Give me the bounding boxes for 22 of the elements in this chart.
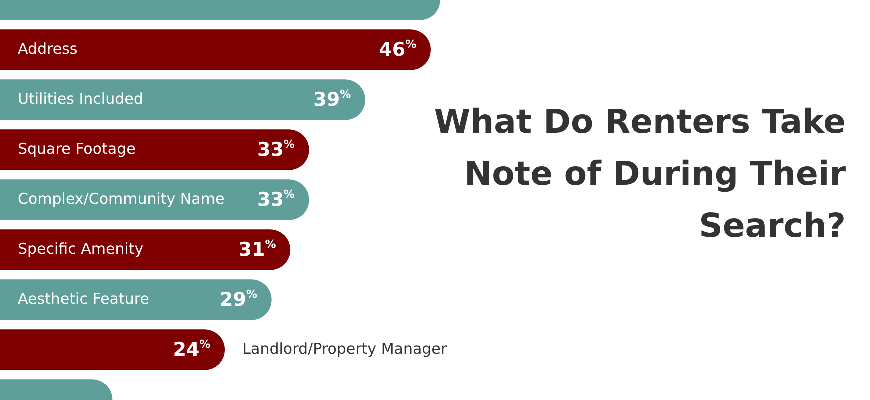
bar (0, 80, 366, 120)
bar (0, 280, 272, 320)
y-tick-label: Utilities Included (18, 90, 144, 108)
data-label: 33% (257, 188, 295, 211)
data-label: 24% (173, 338, 211, 361)
data-label: 33% (257, 138, 295, 161)
y-tick-label: Square Footage (18, 140, 136, 158)
data-label: 46% (379, 38, 417, 61)
bar (0, 330, 226, 370)
y-tick-label: Aesthetic Feature (18, 290, 150, 308)
bar (0, 30, 431, 70)
y-tick-label: Complex/Community Name (18, 190, 225, 208)
data-label: 39% (314, 88, 352, 111)
bar (0, 180, 310, 220)
data-label: 29% (220, 288, 258, 311)
y-tick-label: Address (18, 40, 78, 58)
bar (0, 230, 291, 270)
data-label: 31% (238, 238, 276, 261)
text: What Do Renters Take Note of During Their Search? (433, 101, 846, 247)
y-tick-label: Specific Amenity (18, 240, 144, 258)
bar (0, 130, 310, 170)
y-tick-label: Landlord/Property Manager (242, 340, 448, 358)
